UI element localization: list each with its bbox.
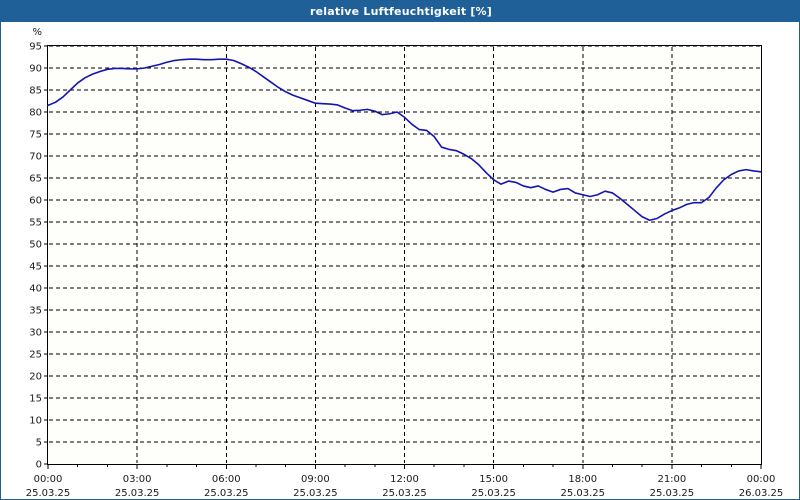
x-axis-date-label: 26.03.25 [739, 488, 784, 499]
y-axis-labels: 0 5 10 15 20 25 30 35 40 45 50 55 60 65 70 75 80 85 90 95% [29, 27, 42, 471]
x-axis-date-label: 25.03.25 [26, 488, 71, 499]
y-axis-tick-label: 20 [29, 372, 42, 383]
x-axis-date-label: 25.03.25 [382, 488, 427, 499]
plot-frame [46, 44, 763, 466]
humidity-line-chart: 05101520253035404550556065707580859095% … [26, 27, 784, 499]
y-axis-tick-label: 95 [29, 42, 42, 53]
chart-canvas: 0 5 10 15 20 25 30 35 40 45 50 55 60 65 70 75 80 85 90 95% … [1, 22, 799, 499]
y-axis-tick-label: 30 [29, 328, 42, 339]
x-axis-time-label: 06:00 [212, 474, 241, 485]
axis-tick-marks [44, 45, 762, 469]
x-axis-time-label: 09:00 [301, 474, 330, 485]
y-axis-tick-label: 65 [29, 174, 42, 185]
x-axis-time-label: 03:00 [123, 474, 152, 485]
x-axis-time-label: 00:00 [34, 474, 63, 485]
x-axis-time-label: 18:00 [568, 474, 597, 485]
y-axis-tick-label: 15 [29, 394, 42, 405]
page-title: relative Luftfeuchtigkeit [%] [310, 5, 492, 18]
y-axis-tick-label: 35 [29, 306, 42, 317]
x-axis-labels: 00:00 25.03.25 03:00 25.03.25 06:00 25.03.25 0… [26, 474, 784, 499]
x-axis-date-label: 25.03.25 [115, 488, 160, 499]
x-axis-date-label: 25.03.25 [560, 488, 605, 499]
x-axis-date-label: 25.03.25 [471, 488, 516, 499]
humidity-series-line [47, 58, 762, 222]
y-axis-tick-label: 70 [29, 152, 42, 163]
y-axis-unit-label: % [32, 27, 42, 38]
x-axis-date-label: 25.03.25 [293, 488, 338, 499]
vertical-gridlines [136, 47, 673, 463]
x-axis-time-label: 15:00 [479, 474, 508, 485]
y-axis-tick-label: 10 [29, 416, 42, 427]
y-axis-tick-label: 75 [29, 130, 42, 141]
x-axis-time-label: 00:00 [747, 474, 776, 485]
y-axis-tick-label: 25 [29, 350, 42, 361]
x-axis-date-label: 25.03.25 [204, 488, 249, 499]
y-axis-tick-label: 90 [29, 64, 42, 75]
window-title-bar: relative Luftfeuchtigkeit [%] [1, 1, 799, 22]
y-axis-tick-label: 80 [29, 108, 42, 119]
x-axis-date-label: 25.03.25 [650, 488, 695, 499]
y-axis-tick-label: 40 [29, 284, 42, 295]
y-axis-tick-label: 85 [29, 86, 42, 97]
y-axis-tick-label: 5 [36, 438, 42, 449]
x-axis-time-label: 12:00 [390, 474, 419, 485]
y-axis-tick-label: 55 [29, 218, 42, 229]
x-axis-time-label: 21:00 [657, 474, 686, 485]
y-axis-tick-label: 45 [29, 262, 42, 273]
y-axis-tick-label: 60 [29, 196, 42, 207]
y-axis-tick-label: 50 [29, 240, 42, 251]
y-axis-tick-label: 0 [36, 460, 42, 471]
